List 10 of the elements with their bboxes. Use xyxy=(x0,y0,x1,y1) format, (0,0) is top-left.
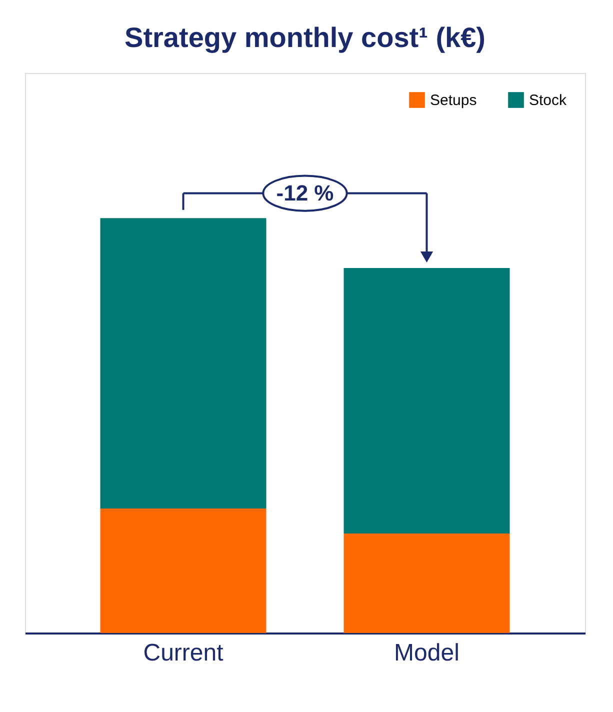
x-tick-label: Current xyxy=(143,640,224,666)
legend-label: Setups xyxy=(430,92,477,109)
chart-title: Strategy monthly cost¹ (k€) xyxy=(124,22,486,53)
x-tick-label: Model xyxy=(394,640,460,666)
legend-label: Stock xyxy=(529,92,568,109)
bar xyxy=(344,268,510,534)
bar xyxy=(100,218,266,509)
text: -12 % xyxy=(276,180,334,206)
bar xyxy=(344,533,510,633)
bar xyxy=(100,508,266,633)
